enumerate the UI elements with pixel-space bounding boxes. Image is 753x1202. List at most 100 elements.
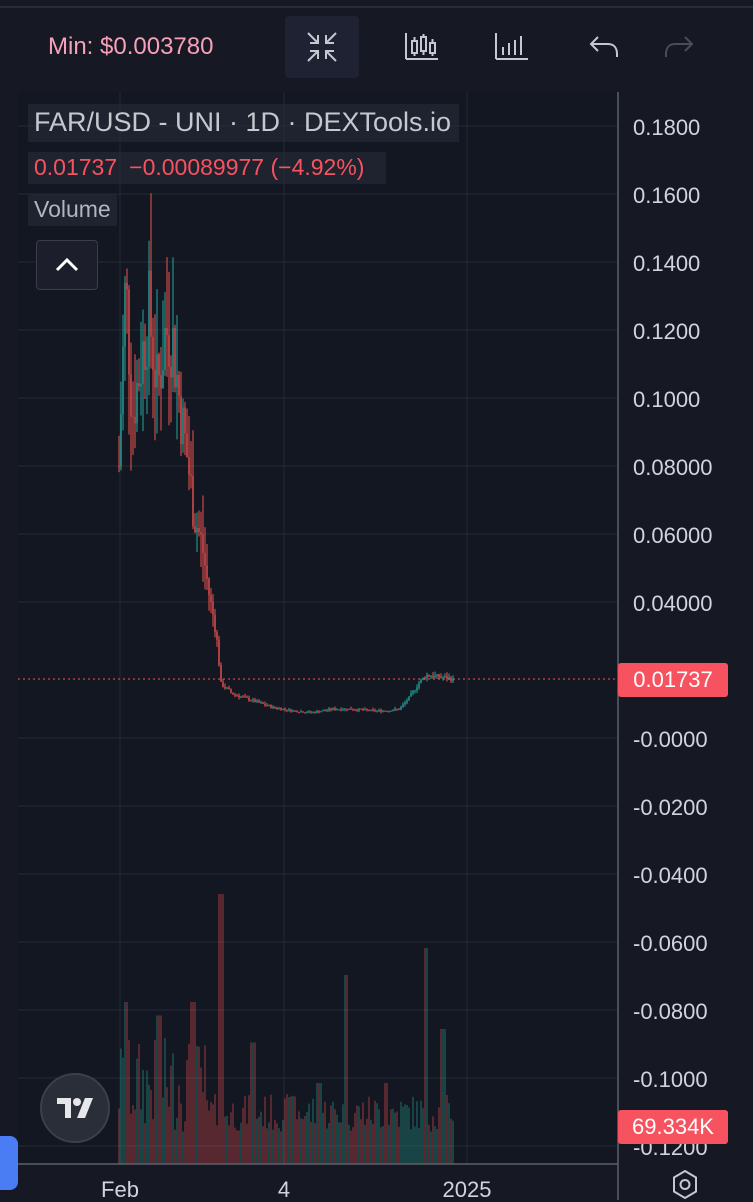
volume-bar xyxy=(380,1127,382,1164)
candle-body xyxy=(340,709,342,711)
candle-body xyxy=(354,709,356,711)
price-change-row: 0.01737 −0.00089977 (−4.92%) xyxy=(28,152,387,184)
collapse-legend-button[interactable] xyxy=(36,240,98,290)
volume-bar xyxy=(262,1126,264,1164)
candle-body xyxy=(180,396,182,445)
candle-body xyxy=(450,677,452,681)
candle-body xyxy=(148,270,150,367)
volume-bar xyxy=(182,1131,184,1164)
volume-bar xyxy=(432,1116,434,1164)
candle-body xyxy=(408,696,410,701)
side-panel-handle[interactable] xyxy=(0,1136,18,1190)
volume-bar xyxy=(372,1123,374,1164)
volume-bar xyxy=(192,1002,194,1164)
symbol-title[interactable]: FAR/USD - UNI · 1D · DEXTools.io xyxy=(28,104,460,142)
candle-body xyxy=(384,710,386,712)
volume-bar xyxy=(266,1128,268,1164)
undo-button[interactable] xyxy=(567,16,641,78)
volume-bar xyxy=(400,1101,402,1164)
volume-bar xyxy=(142,1069,144,1164)
volume-bar xyxy=(224,1116,226,1164)
candle-body xyxy=(190,474,192,477)
volume-bar xyxy=(208,1110,210,1164)
candle-body xyxy=(290,709,292,712)
candle-body xyxy=(420,679,422,683)
candle-body xyxy=(284,708,286,710)
indicators-button[interactable] xyxy=(385,16,459,78)
candle-body xyxy=(210,595,212,602)
candle-body xyxy=(254,699,256,703)
candle-body xyxy=(372,709,374,711)
volume-bar xyxy=(238,1130,240,1164)
redo-button[interactable] xyxy=(642,16,716,78)
tradingview-logo[interactable] xyxy=(40,1073,110,1143)
candle-body xyxy=(394,708,396,711)
volume-bar xyxy=(446,1095,448,1164)
candle-body xyxy=(168,335,170,367)
volume-bar xyxy=(434,1126,436,1164)
candle-body xyxy=(436,674,438,676)
candle-body xyxy=(260,702,262,704)
volume-bar xyxy=(176,1117,178,1164)
candle-body xyxy=(204,552,206,566)
volume-bar xyxy=(168,1106,170,1164)
candle-body xyxy=(294,710,296,712)
x-tick-label: 4 xyxy=(278,1177,290,1200)
volume-bar xyxy=(314,1123,316,1164)
candle-body xyxy=(432,676,434,678)
candle-body xyxy=(196,528,198,533)
candle-body xyxy=(358,708,360,711)
volume-bar xyxy=(196,1045,198,1164)
y-tick-label: 0.1600 xyxy=(633,183,700,208)
candle-body xyxy=(272,706,274,708)
volume-bar xyxy=(292,1095,294,1164)
volume-bar xyxy=(312,1098,314,1164)
volume-bar xyxy=(308,1103,310,1164)
candle-body xyxy=(312,712,314,714)
candle-body xyxy=(426,674,428,679)
volume-bar xyxy=(120,1048,122,1164)
candle-body xyxy=(440,677,442,679)
candle-body xyxy=(278,708,280,710)
volume-bar xyxy=(440,1029,442,1164)
candle-body xyxy=(322,710,324,712)
candle-body xyxy=(356,709,358,711)
settings-icon[interactable] xyxy=(668,1168,702,1202)
candle-body xyxy=(400,707,402,710)
volume-bar xyxy=(294,1096,296,1164)
volume-bar xyxy=(174,1129,176,1164)
volume-bar xyxy=(402,1106,404,1164)
toolbar-divider xyxy=(0,6,753,8)
candle-body xyxy=(152,336,154,371)
volume-study-label[interactable]: Volume xyxy=(28,194,117,226)
candle-body xyxy=(162,370,164,389)
candle-body xyxy=(170,366,172,378)
candle-body xyxy=(138,383,140,387)
candle-body xyxy=(448,677,450,680)
candle-body xyxy=(304,712,306,714)
volume-bar xyxy=(272,1129,274,1164)
exit-fullscreen-button[interactable] xyxy=(285,16,359,78)
volume-bar xyxy=(184,1121,186,1164)
candle-body xyxy=(178,374,180,397)
candle-body xyxy=(314,712,316,714)
volume-bar xyxy=(240,1122,242,1164)
candle-body xyxy=(160,375,162,389)
candle-body xyxy=(224,686,226,688)
candle-body xyxy=(446,676,448,680)
chart-type-button[interactable] xyxy=(475,16,549,78)
volume-bar xyxy=(150,1090,152,1164)
candle-body xyxy=(366,709,368,711)
volume-bar xyxy=(412,1096,414,1164)
volume-bar xyxy=(340,1122,342,1164)
candle-body xyxy=(398,709,400,711)
volume-bar xyxy=(202,1092,204,1164)
volume-bar xyxy=(354,1112,356,1164)
volume-bar xyxy=(424,948,426,1164)
volume-bar xyxy=(234,1127,236,1164)
volume-bar xyxy=(232,1103,234,1164)
volume-bar xyxy=(144,1123,146,1164)
volume-bar xyxy=(342,1104,344,1164)
volume-bar xyxy=(328,1122,330,1164)
